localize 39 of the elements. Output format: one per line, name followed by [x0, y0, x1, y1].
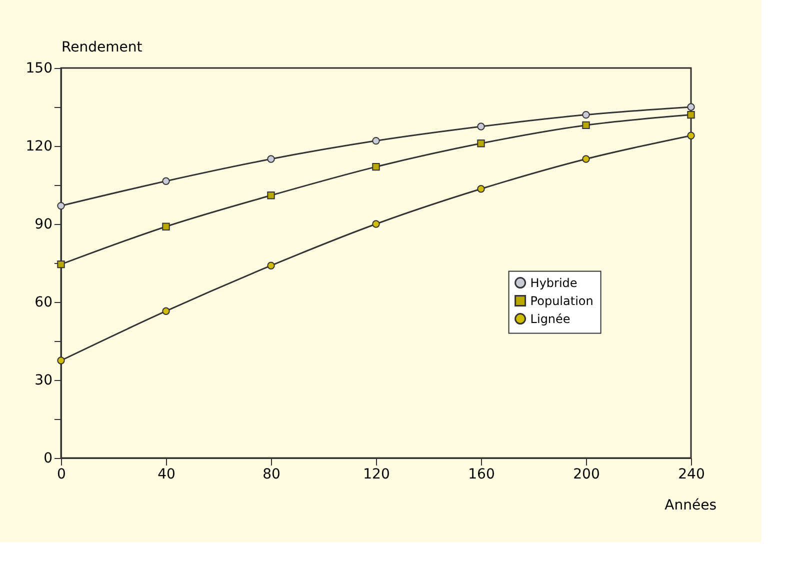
point	[477, 140, 485, 148]
point	[162, 177, 170, 185]
point	[57, 260, 65, 268]
y-axis-title: Rendement	[62, 40, 143, 56]
point	[267, 155, 275, 163]
x-tick-label: 160	[468, 466, 495, 482]
point	[57, 202, 65, 210]
point	[477, 122, 485, 130]
point	[162, 307, 170, 315]
point	[267, 192, 275, 200]
point	[372, 162, 380, 171]
y-tick-label: 30	[34, 372, 52, 388]
point	[687, 132, 695, 140]
x-axis-title: Années	[664, 498, 716, 514]
point	[162, 222, 170, 230]
point	[372, 136, 380, 145]
x-tick-label: 200	[573, 466, 600, 482]
point	[372, 220, 380, 228]
x-tick-label: 240	[678, 466, 705, 482]
legend-label: Lignée	[530, 312, 570, 326]
point	[687, 110, 695, 119]
point	[687, 103, 695, 111]
x-tick-label: 40	[158, 466, 176, 482]
x-tick-label: 80	[262, 466, 280, 482]
y-tick-label: 90	[34, 216, 52, 232]
y-tick-label: 60	[34, 294, 52, 310]
x-tick-label: 120	[363, 466, 390, 482]
point	[582, 110, 590, 119]
point	[267, 262, 275, 270]
point	[582, 121, 590, 130]
y-tick-label: 120	[26, 138, 52, 154]
x-tick-label: 0	[57, 466, 66, 482]
point	[582, 155, 590, 163]
legend-label: Hybride	[530, 276, 578, 290]
y-tick-label: 0	[44, 450, 52, 466]
point	[57, 356, 65, 364]
legend-label: Population	[530, 294, 594, 308]
point	[477, 185, 485, 193]
y-tick-label: 150	[26, 60, 52, 76]
